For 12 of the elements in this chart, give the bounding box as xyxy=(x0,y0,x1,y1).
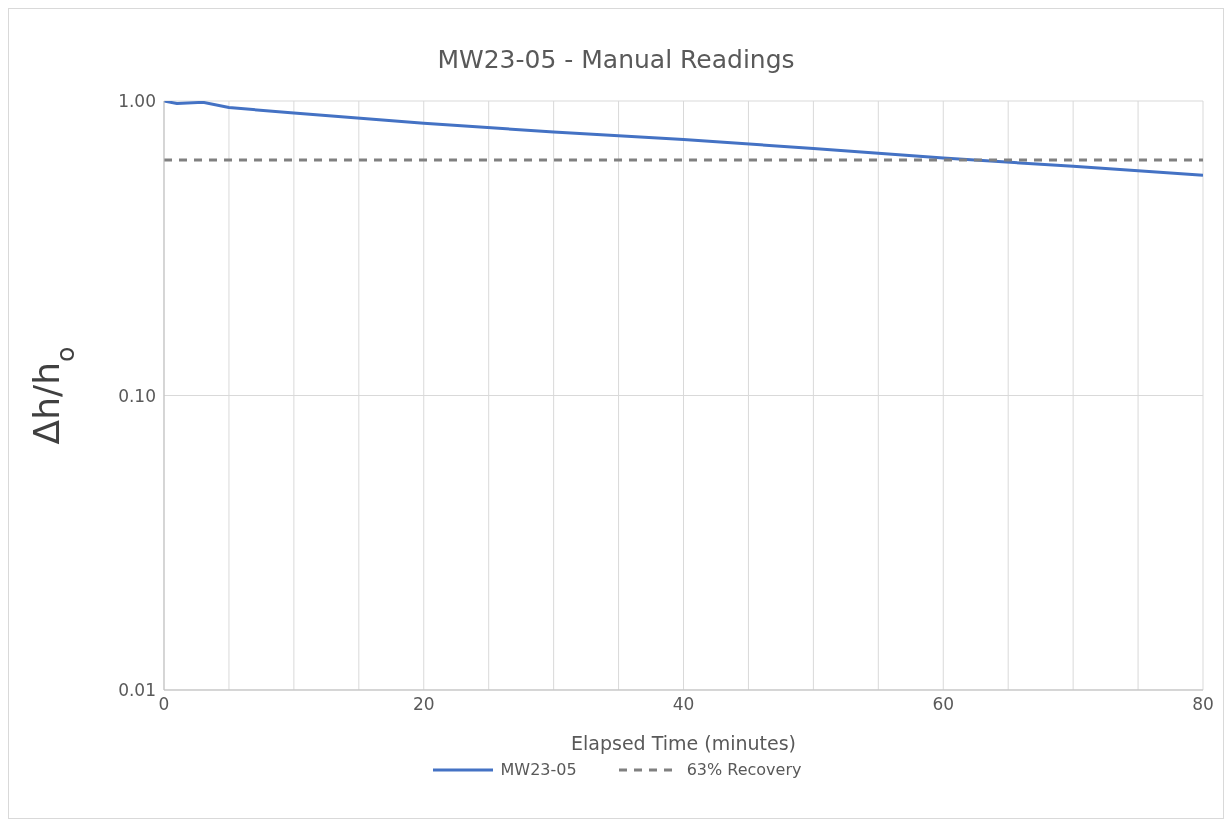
x-tick-label: 40 xyxy=(672,694,695,715)
x-tick-label: 0 xyxy=(158,694,170,715)
legend-label: 63% Recovery xyxy=(686,760,802,779)
x-axis-title: Elapsed Time (minutes) xyxy=(571,732,796,754)
chart-title: MW23-05 - Manual Readings xyxy=(436,45,796,74)
y-tick-label: 1.00 xyxy=(118,91,156,112)
legend-label: MW23-05 xyxy=(500,760,577,779)
y-tick-label: 0.10 xyxy=(118,385,156,406)
x-tick-label: 20 xyxy=(412,694,435,715)
x-tick-label: 60 xyxy=(932,694,955,715)
y-tick-label: 0.01 xyxy=(118,680,156,701)
x-tick-label: 80 xyxy=(1192,694,1214,715)
